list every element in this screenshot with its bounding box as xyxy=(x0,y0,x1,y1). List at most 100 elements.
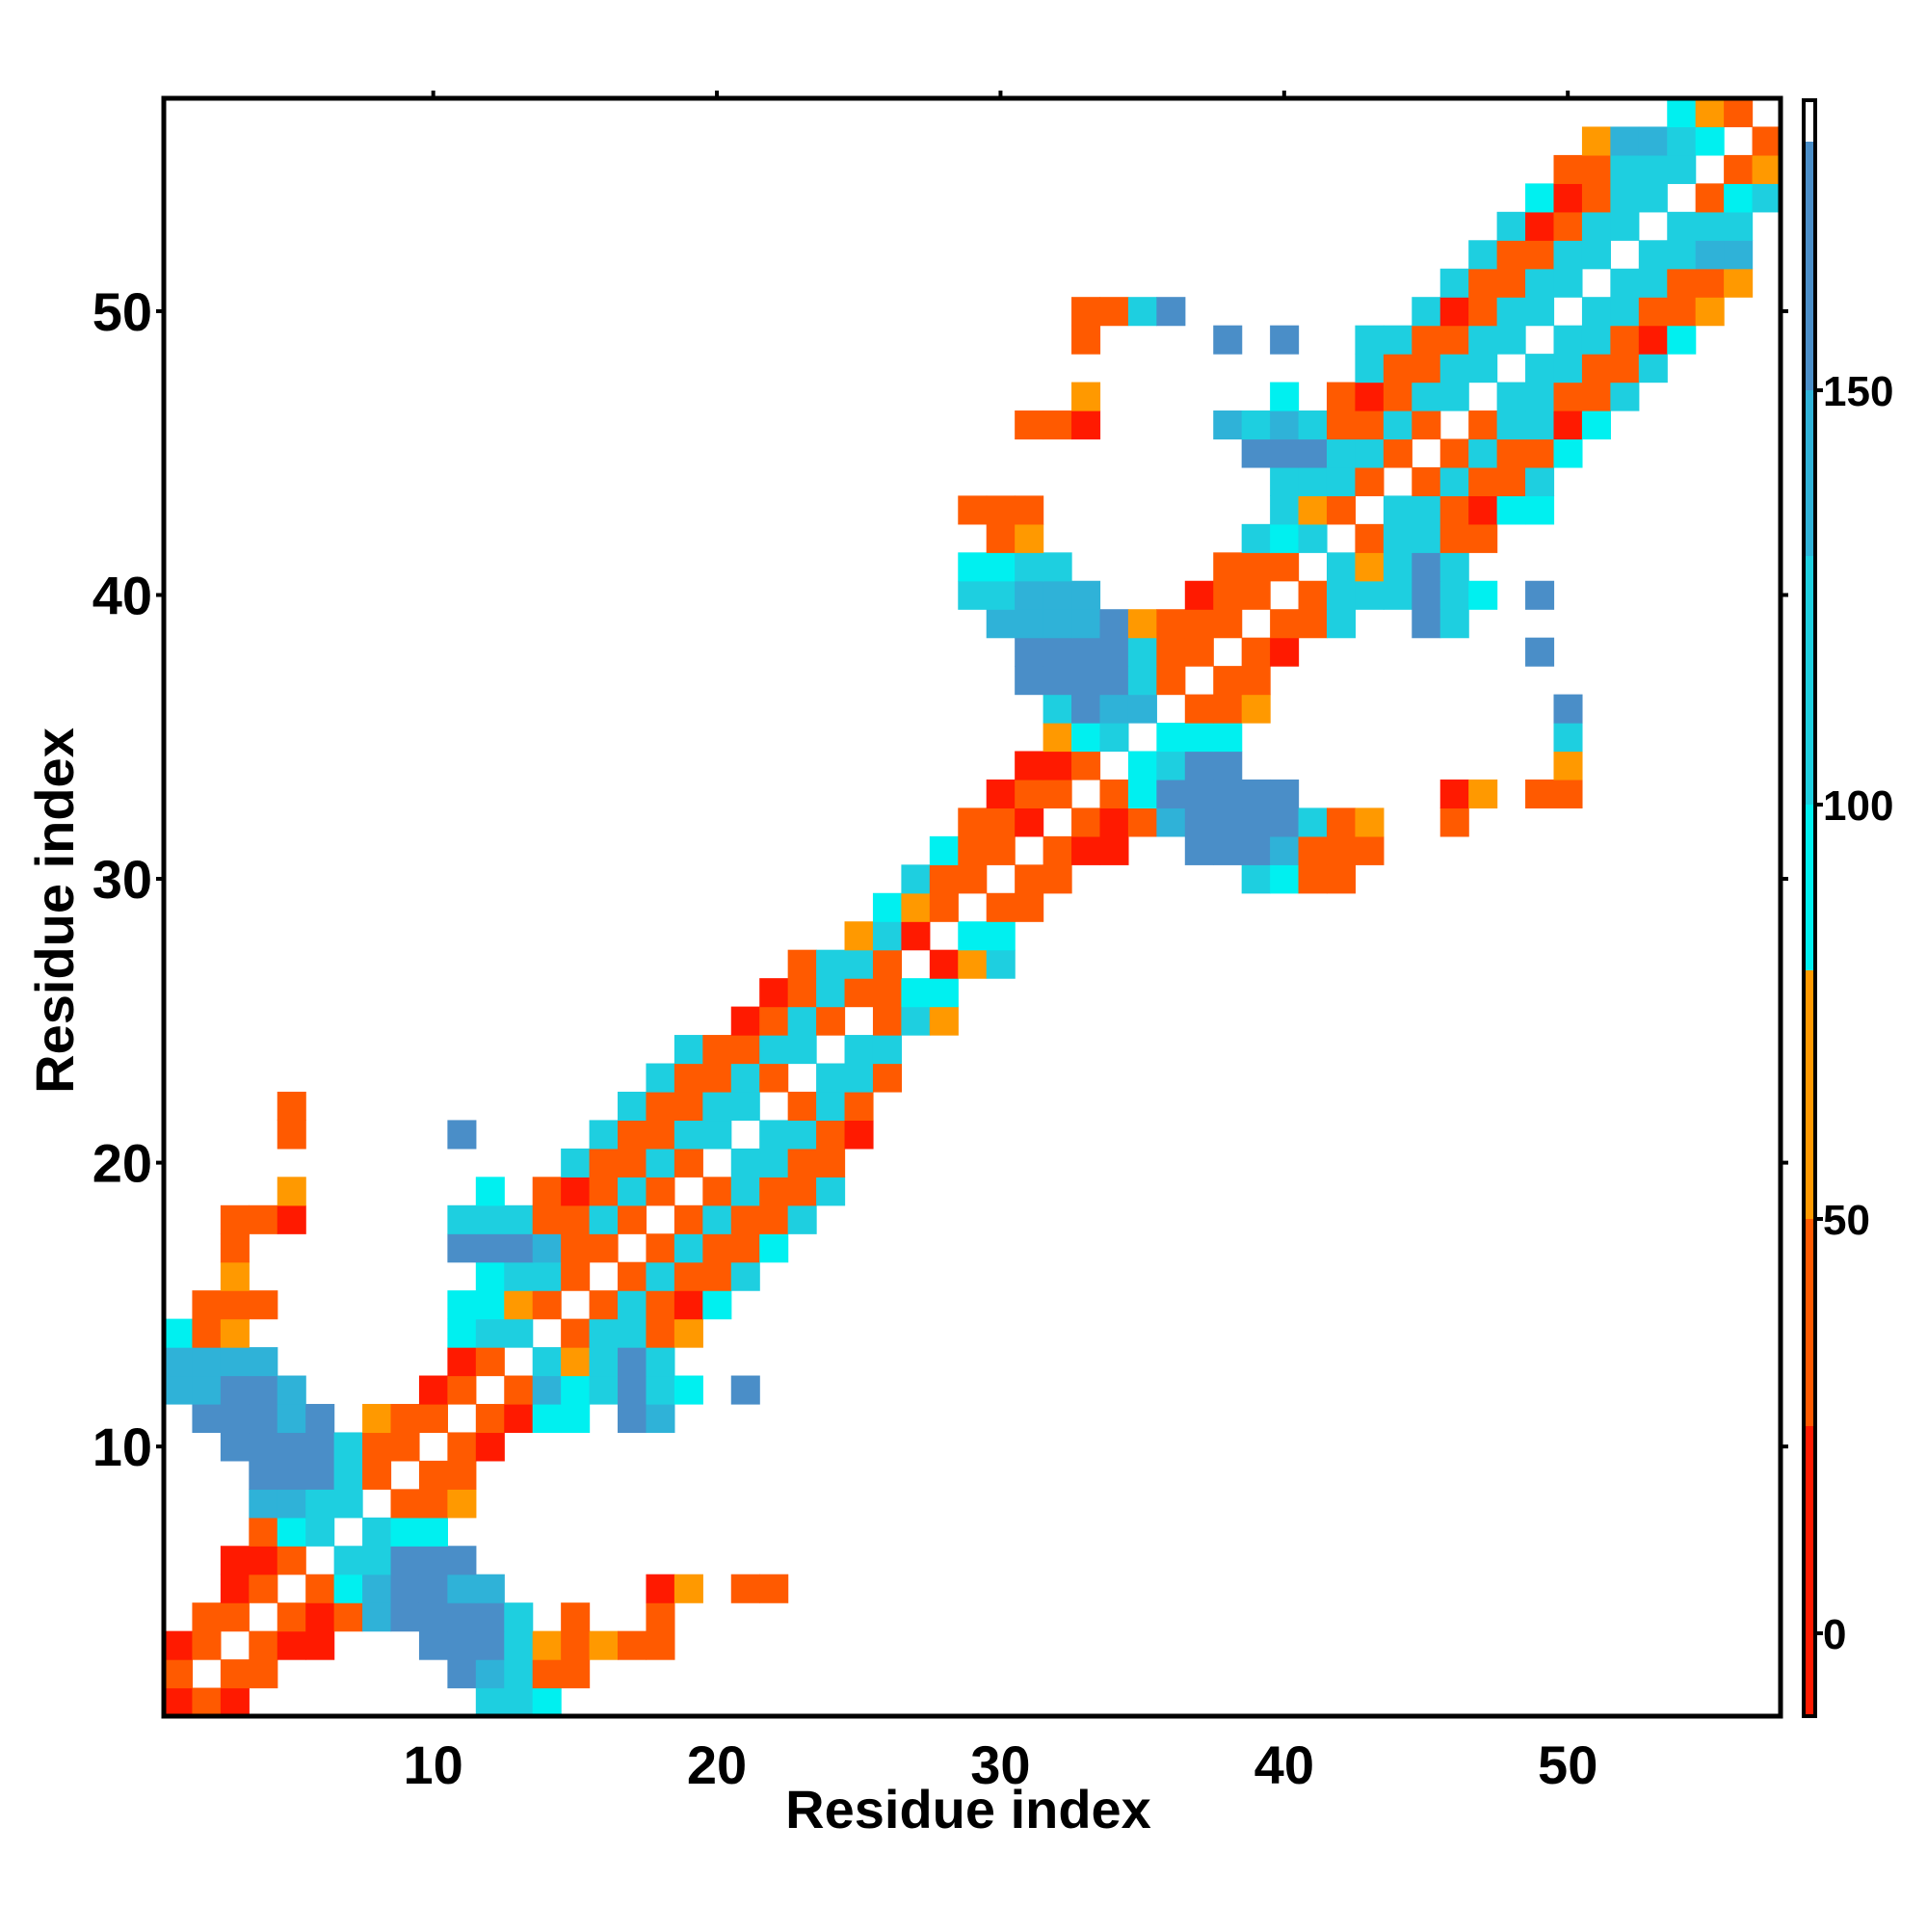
heatmap-cell xyxy=(730,1375,760,1405)
colorbar-tick-label: 50 xyxy=(1823,1197,1870,1244)
heatmap-cell xyxy=(589,1375,619,1405)
heatmap-cell xyxy=(730,1006,760,1036)
heatmap-cell xyxy=(1553,354,1583,384)
heatmap-cell xyxy=(730,1091,760,1122)
colorbar-tick-label: 0 xyxy=(1823,1611,1846,1658)
heatmap-cell xyxy=(1383,523,1412,553)
heatmap-cell xyxy=(1553,410,1583,440)
heatmap-cell xyxy=(1638,154,1668,184)
heatmap-cell xyxy=(504,1290,534,1320)
heatmap-cell xyxy=(646,1602,675,1632)
heatmap-cell xyxy=(1355,354,1385,384)
heatmap-cell xyxy=(646,1290,675,1320)
heatmap-cell xyxy=(1099,694,1129,724)
heatmap-cell xyxy=(759,1204,789,1234)
heatmap-cell xyxy=(1496,240,1526,270)
heatmap-cell xyxy=(646,1630,675,1660)
heatmap-cell xyxy=(958,835,988,865)
heatmap-cell xyxy=(1326,438,1357,468)
heatmap-cell xyxy=(1213,751,1243,781)
heatmap-cell xyxy=(816,1120,846,1150)
heatmap-cell xyxy=(305,1432,335,1462)
heatmap-cell xyxy=(1383,382,1412,411)
heatmap-cell xyxy=(220,1375,250,1405)
heatmap-cell xyxy=(646,1574,675,1603)
heatmap-cell xyxy=(1525,268,1555,298)
heatmap-cell xyxy=(220,1403,250,1434)
heatmap-cell xyxy=(475,1602,505,1632)
heatmap-cell xyxy=(418,1574,448,1603)
heatmap-cell xyxy=(1270,864,1300,894)
heatmap-cell xyxy=(362,1517,392,1547)
heatmap-cell xyxy=(787,1006,817,1036)
heatmap-cell xyxy=(277,1204,306,1234)
heatmap-cell xyxy=(929,892,959,922)
heatmap-cell xyxy=(1241,523,1271,553)
heatmap-cell xyxy=(561,1375,591,1405)
heatmap-cell xyxy=(929,864,959,894)
heatmap-cell xyxy=(1695,297,1725,327)
heatmap-cell xyxy=(1667,268,1697,298)
heatmap-cell xyxy=(475,1432,505,1462)
heatmap-cell xyxy=(249,1204,278,1234)
heatmap-cell xyxy=(759,1233,789,1263)
heatmap-cell xyxy=(277,1120,306,1150)
heatmap-cell xyxy=(1496,297,1526,327)
colorbar-band xyxy=(1804,970,1815,1219)
heatmap-cell xyxy=(277,1546,306,1575)
heatmap-cell xyxy=(532,1177,562,1206)
heatmap-cell xyxy=(1752,126,1782,156)
heatmap-cell xyxy=(1355,466,1385,496)
heatmap-cell xyxy=(844,1091,874,1122)
heatmap-cell xyxy=(787,1148,817,1178)
heatmap-cell xyxy=(1383,438,1412,468)
heatmap-cell xyxy=(1071,694,1101,724)
heatmap-cell xyxy=(1525,354,1555,384)
heatmap-cell xyxy=(844,921,874,951)
heatmap-cell xyxy=(646,1148,675,1178)
heatmap-cell xyxy=(1496,211,1526,241)
heatmap-cell xyxy=(986,552,1016,582)
heatmap-cell xyxy=(1241,580,1271,610)
heatmap-cell xyxy=(1724,154,1754,184)
heatmap-cell xyxy=(1298,864,1328,894)
heatmap-cell xyxy=(1610,211,1640,241)
heatmap-cell xyxy=(561,1347,591,1377)
heatmap-cell xyxy=(418,1546,448,1575)
heatmap-cell xyxy=(1156,609,1186,639)
heatmap-cell xyxy=(1525,240,1555,270)
heatmap-cell xyxy=(1043,723,1072,753)
heatmap-cell xyxy=(759,978,789,1008)
heatmap-cell xyxy=(1127,751,1157,781)
heatmap-cell xyxy=(1043,609,1072,639)
heatmap-cell xyxy=(277,1517,306,1547)
heatmap-cell xyxy=(986,949,1016,979)
heatmap-cell xyxy=(418,1602,448,1632)
heatmap-cell xyxy=(1213,666,1243,696)
heatmap-cell xyxy=(1638,240,1668,270)
heatmap-cell xyxy=(1610,297,1640,327)
heatmap-cell xyxy=(1241,438,1271,468)
heatmap-cell xyxy=(702,1063,732,1093)
heatmap-cell xyxy=(1015,779,1044,809)
heatmap-cell xyxy=(1525,211,1555,241)
heatmap-cell xyxy=(1071,807,1101,837)
heatmap-cell xyxy=(759,1148,789,1178)
heatmap-cell xyxy=(390,1546,420,1575)
heatmap-cell xyxy=(1439,438,1469,468)
heatmap-cell xyxy=(1015,666,1044,696)
heatmap-cell xyxy=(1270,382,1300,411)
heatmap-cell xyxy=(702,1261,732,1291)
heatmap-cell xyxy=(362,1460,392,1490)
heatmap-cell xyxy=(1326,466,1357,496)
heatmap-cell xyxy=(561,1318,591,1348)
heatmap-cell xyxy=(1213,609,1243,639)
heatmap-cell xyxy=(1270,410,1300,440)
heatmap-cell xyxy=(1326,835,1357,865)
heatmap-cell xyxy=(1298,410,1328,440)
heatmap-cell xyxy=(673,1204,703,1234)
heatmap-cell xyxy=(1326,382,1357,411)
heatmap-cell xyxy=(1015,410,1044,440)
heatmap-cell xyxy=(1581,183,1611,213)
heatmap-cell xyxy=(1298,580,1328,610)
